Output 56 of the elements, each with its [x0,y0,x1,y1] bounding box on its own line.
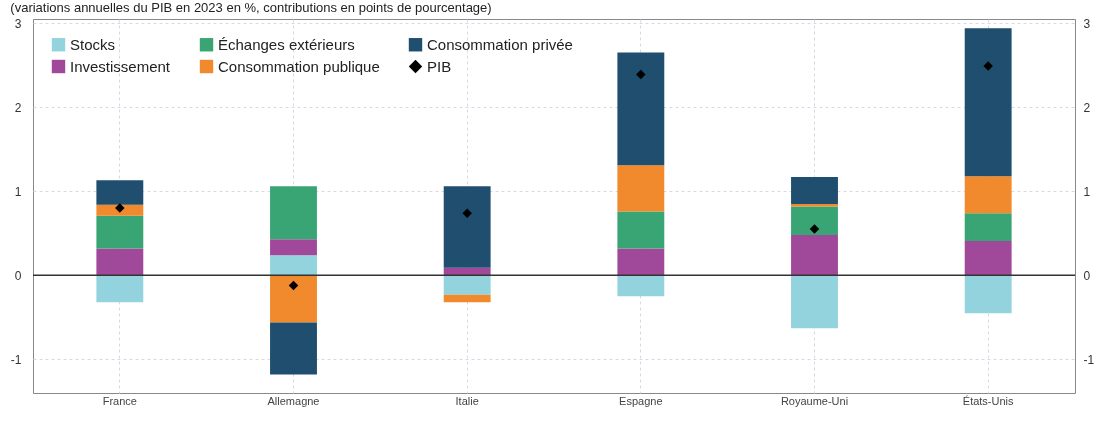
legend-label: Stocks [70,35,116,53]
bar [270,322,317,375]
legend-label: Investissement [70,57,171,75]
bar [964,28,1012,177]
bar [964,213,1012,241]
y2-tick-label: 0 [1083,268,1091,283]
y2-tick-label: -1 [1083,352,1095,367]
bar [791,275,838,329]
legend-label: Consommation publique [218,57,380,75]
bar [270,275,317,323]
bar [964,240,1012,276]
y-tick-label: 0 [14,268,22,283]
bar [96,204,144,216]
bar [96,215,144,249]
bar [791,206,838,235]
y2-tick-label: 3 [1083,16,1091,31]
y-tick-label: -1 [10,352,22,367]
y2-tick-label: 2 [1083,100,1091,115]
point [115,203,125,213]
y-tick-label: 1 [14,184,22,199]
bar [964,275,1012,314]
bar [617,52,665,166]
bar [96,248,144,276]
legend-label: Échanges extérieurs [218,35,355,53]
chart-title: (variations annuelles du PIB en 2023 en %, contributions en points de pourcentage) [10,0,492,16]
x-tick-label: France [102,394,137,407]
bar [617,248,665,276]
bar [443,186,491,268]
bar [617,211,665,249]
bar [270,239,317,256]
x-tick-label: Italie [455,394,479,407]
bar [270,186,317,240]
bar [964,176,1012,214]
bar [617,275,665,297]
bar [443,275,491,295]
legend-label: Consommation privée [427,35,573,53]
point [636,69,646,80]
y2-tick-label: 1 [1083,184,1091,199]
point [462,208,472,218]
bar [443,267,491,276]
bar [791,235,838,276]
x-tick-label: Allemagne [267,394,320,407]
x-tick-label: Espagne [619,394,663,407]
legend-label: PIB [427,57,452,75]
bar [270,255,317,276]
bar [96,275,144,303]
y-tick-label: 2 [14,100,22,115]
point [809,224,820,234]
x-tick-label: États-Unis [962,394,1015,407]
bar [791,177,838,204]
x-tick-label: Royaume-Uni [780,394,849,407]
y-tick-label: 3 [14,16,22,31]
bar [617,165,665,212]
point [288,280,299,291]
bar [443,294,491,303]
bar [96,180,144,205]
